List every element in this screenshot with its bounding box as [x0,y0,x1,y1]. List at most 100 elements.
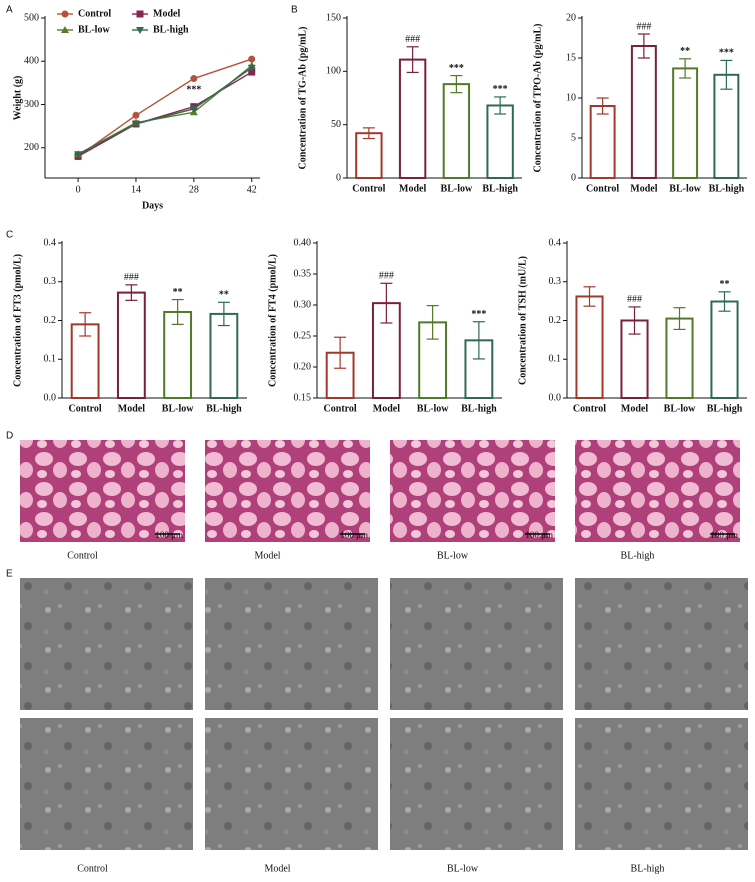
significance-label: *** [449,63,464,74]
x-tick-label: BL-high [206,403,242,414]
image-caption: BL-high [621,550,655,561]
panel-label: D [6,431,13,442]
bar [209,312,239,400]
x-tick-label: BL-low [417,403,449,414]
error-bar [718,291,731,312]
y-tick-label: 5 [571,132,576,143]
scale-bar-label: 100 μm [710,530,738,540]
error-bar [720,59,733,90]
bar [710,300,739,400]
marker [61,10,69,18]
annotation: *** [186,84,201,95]
legend-label: Control [78,8,111,19]
y-tick-label: 0.4 [549,237,562,248]
panel-label: E [6,569,13,580]
bar [116,291,146,400]
y-tick-label: 0.40 [294,237,312,248]
bar [442,83,471,179]
em-image [205,718,378,850]
panel-label: C [6,230,13,241]
marker [248,68,256,76]
y-tick-label: 0.1 [549,354,562,365]
y-tick-label: 0.30 [294,299,312,310]
scale-bar-label: 100 μm [525,530,553,540]
em-shade [205,578,378,710]
y-tick-label: 100 [326,66,341,77]
scale-bar-label: 100 μm [155,530,183,540]
x-tick-label: Model [630,183,657,194]
x-tick-label: Model [373,403,400,414]
histology-image [575,440,740,542]
error-bar [628,306,641,335]
y-tick-label: 20 [566,12,576,23]
y-tick-label: 0.0 [44,392,57,403]
image-caption: Control [67,550,98,561]
significance-label: ** [219,290,229,301]
em-shade [390,718,563,850]
x-tick-label: 0 [76,184,81,195]
error-bar [472,321,485,360]
x-tick-label: BL-low [441,183,473,194]
y-tick-label: 0.3 [549,276,562,287]
y-axis-label: Concentration of FT4 (pmol/L) [267,254,278,387]
y-tick-label: 0.2 [44,315,57,326]
error-bar [637,33,650,59]
bar [398,58,427,179]
y-axis-label: Concentration of FT3 (pmol/L) [12,254,23,387]
bar [575,295,604,400]
x-tick-label: BL-high [461,403,497,414]
bar [713,73,740,179]
image-caption: BL-low [437,550,469,561]
x-tick-label: 28 [189,184,199,195]
marker [61,26,69,33]
scale-bar-label: 100 μm [340,530,368,540]
error-bar [334,336,347,369]
bar [163,310,193,400]
error-bar [79,312,92,337]
histology-image [20,440,185,542]
series-line [77,67,253,155]
y-axis-label: Concentration of TSH (mU/L) [517,256,528,385]
marker [136,10,144,18]
panel-label: A [6,5,13,16]
image-caption: Control [77,863,108,874]
bar [589,105,616,179]
y-tick-label: 0 [336,172,341,183]
y-tick-label: 10 [566,92,576,103]
marker [131,120,140,128]
error-bar [679,58,692,79]
y-tick-label: 200 [24,142,39,153]
x-tick-label: BL-high [709,183,745,194]
x-tick-label: Control [324,403,357,414]
em-image [205,578,378,710]
error-bar [406,46,419,74]
image-caption: BL-high [631,863,665,874]
x-tick-label: 14 [131,184,141,195]
error-bar [125,284,138,301]
y-tick-label: 0.3 [44,276,57,287]
y-tick-label: 400 [24,56,39,67]
y-tick-label: 0.0 [549,392,562,403]
em-image [390,718,563,850]
y-tick-label: 0 [571,172,576,183]
em-shade [575,718,748,850]
marker [248,55,256,63]
x-tick-label: BL-low [669,183,701,194]
em-image [390,578,563,710]
x-tick-label: BL-low [664,403,696,414]
y-tick-label: 0.15 [294,392,312,403]
series-line [77,71,253,157]
x-tick-label: Control [352,183,385,194]
y-axis-label: Concentration of TG-Ab (pg/mL) [297,27,308,170]
bar [630,45,657,179]
significance-label: ### [627,294,642,305]
y-tick-label: 150 [326,12,341,23]
y-tick-label: 0.25 [294,330,312,341]
significance-label: *** [493,84,508,95]
error-bar [380,282,393,324]
error-bar [171,298,184,325]
significance-label: ** [680,46,690,57]
legend-label: BL-high [153,24,189,35]
x-tick-label: Control [586,183,619,194]
bar [672,67,699,179]
